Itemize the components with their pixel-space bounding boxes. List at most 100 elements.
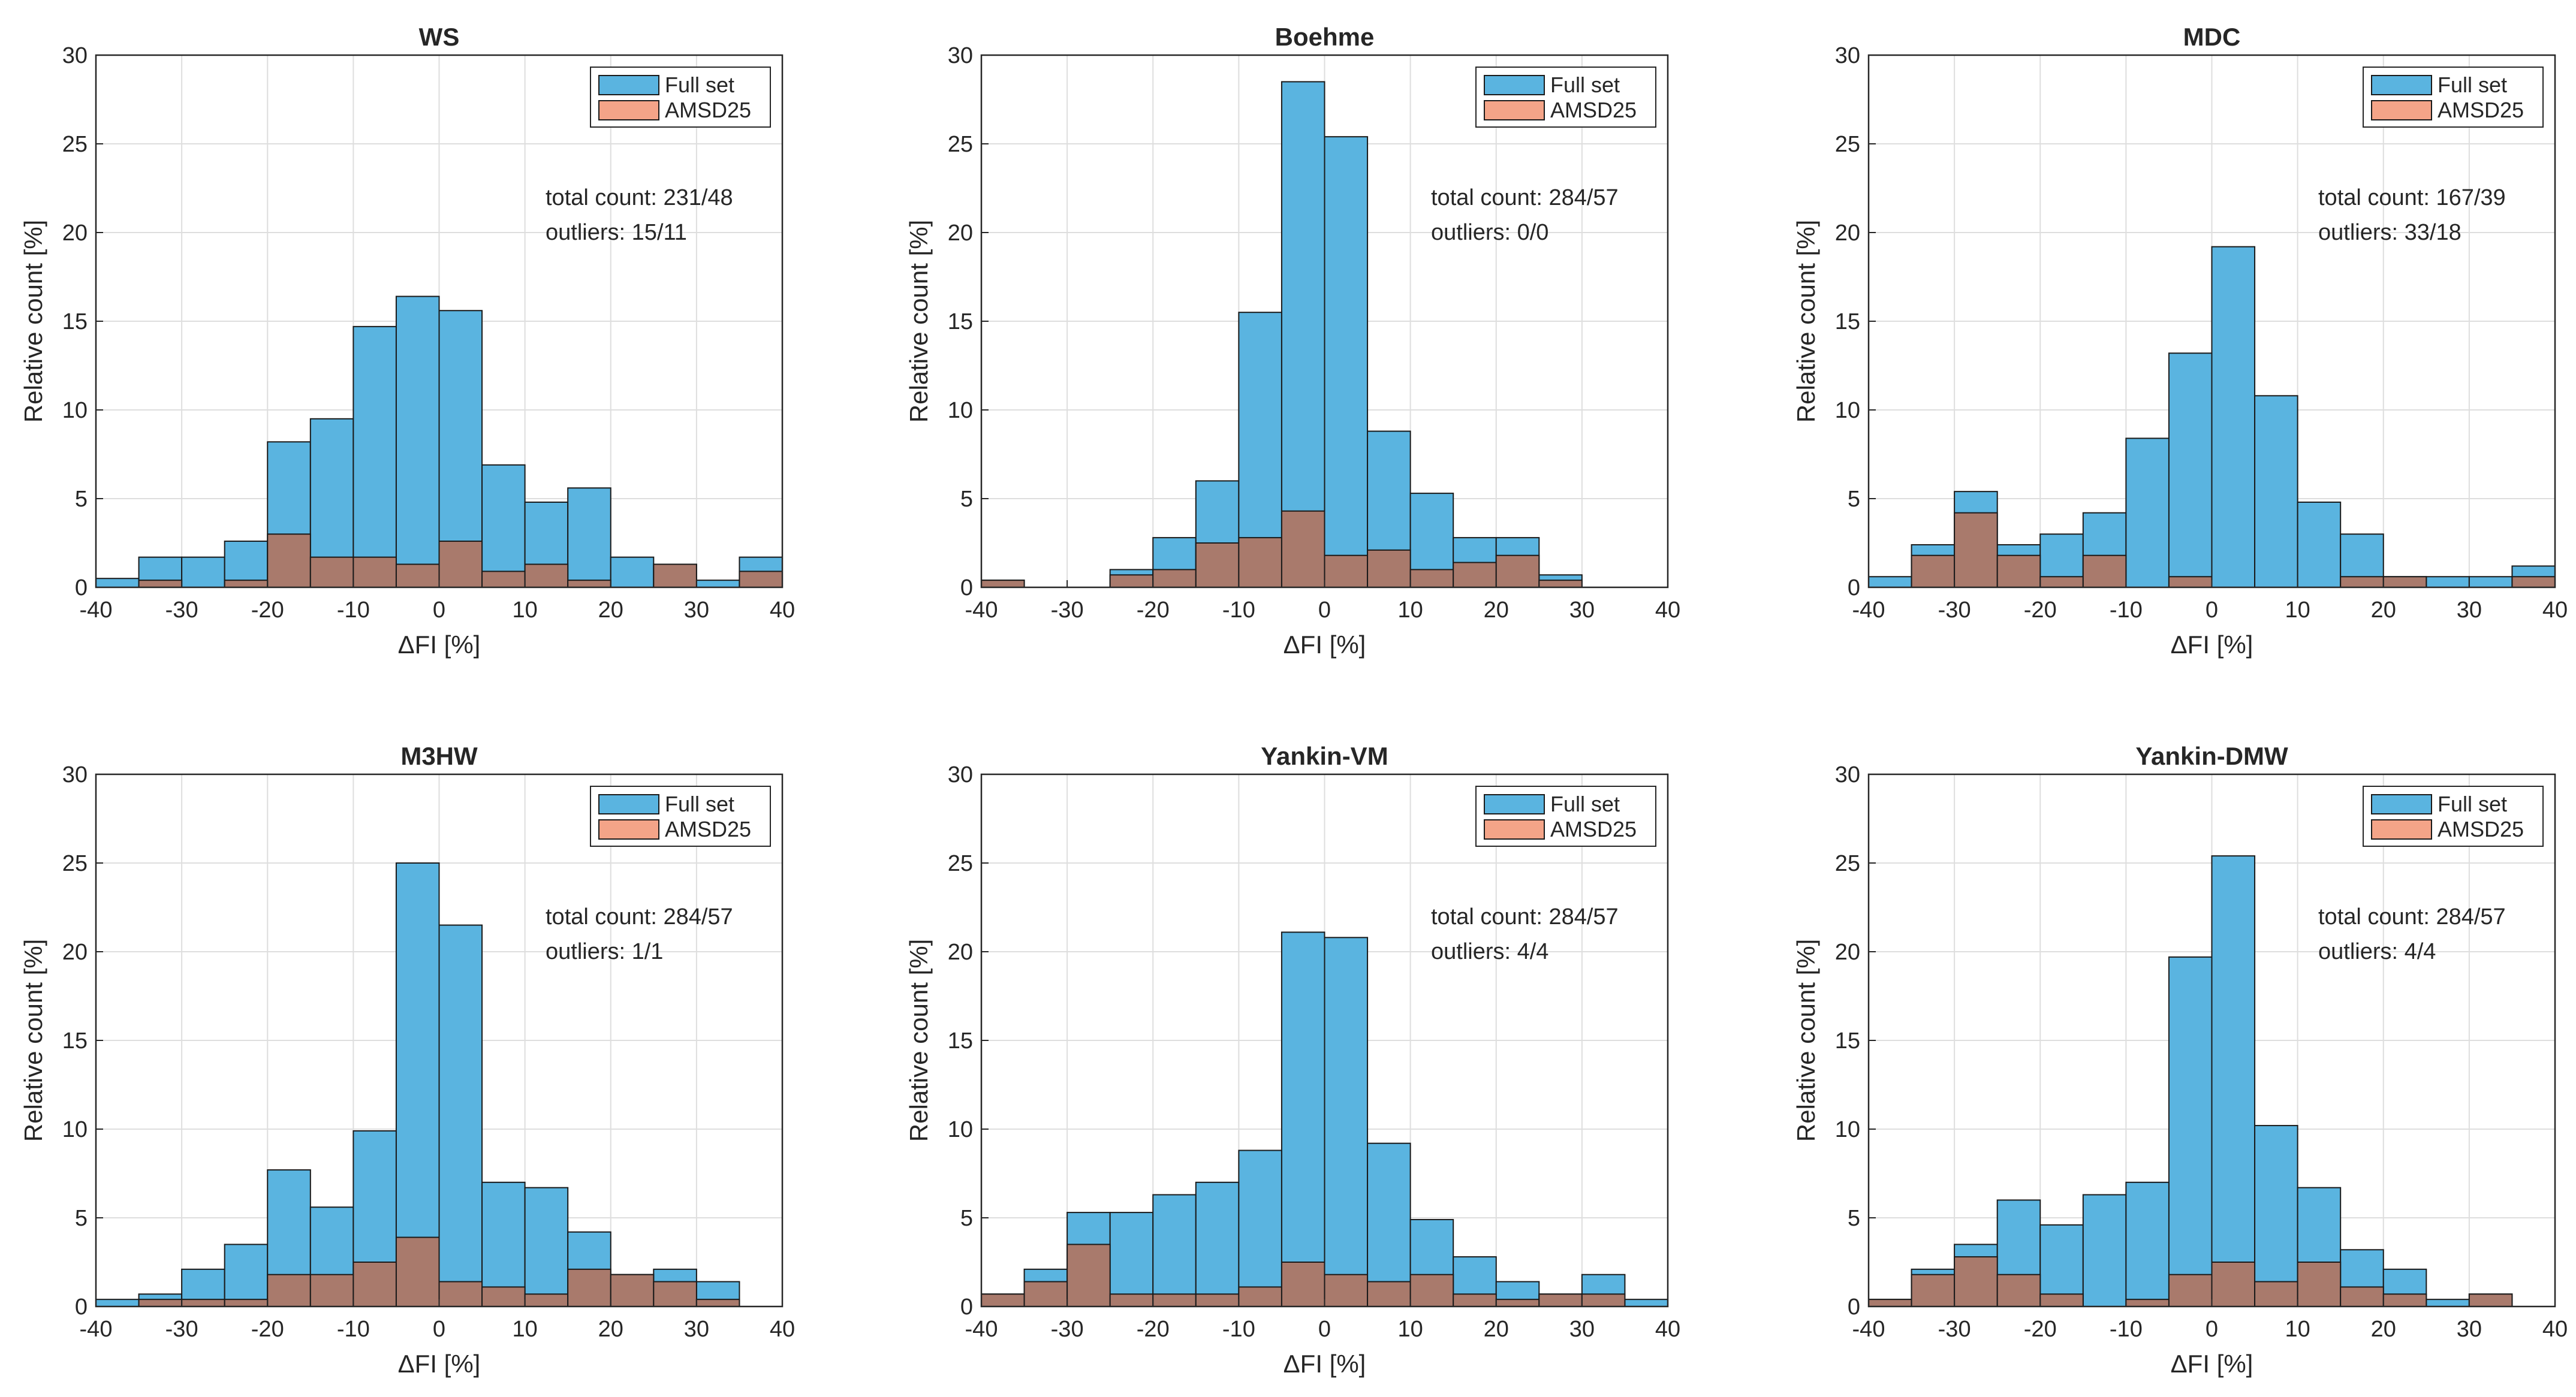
chart-1-xtick-label-3: -10 (1222, 598, 1255, 623)
chart-3-legend-swatch-amsd25 (598, 819, 659, 840)
chart-5-ytick-label-0: 0 (1848, 1295, 1860, 1320)
chart-0-bar-amsd25-13 (653, 563, 697, 589)
chart-3-ytick-label-6: 30 (62, 762, 88, 787)
chart-0-legend-swatch-full (598, 75, 659, 95)
chart-0-bar-amsd25-6 (352, 556, 397, 588)
chart-2-ytick-label-2: 10 (1835, 398, 1860, 423)
chart-5-legend-label-full: Full set (2438, 792, 2507, 816)
chart-2-xtick-label-4: 0 (2206, 598, 2218, 623)
chart-3-bar-amsd25-14 (695, 1299, 740, 1307)
chart-3-ytick-label-4: 20 (62, 940, 88, 965)
chart-5-bar-full-13 (2426, 1299, 2470, 1307)
chart-2-bar-amsd25-4 (2039, 576, 2084, 588)
chart-4-bar-full-7 (1281, 931, 1325, 1307)
chart-4-legend-label-full: Full set (1550, 792, 1620, 816)
chart-4-legend-swatch-amsd25 (1484, 819, 1545, 840)
chart-1-xtick-label-0: -40 (965, 598, 998, 623)
chart-3-xtick-label-1: -30 (165, 1317, 198, 1342)
chart-0-ytick-label-4: 20 (62, 221, 88, 246)
chart-2-bar-amsd25-15 (2511, 576, 2556, 588)
chart-4-bar-amsd25-12 (1495, 1299, 1540, 1307)
chart-4-bar-amsd25-3 (1109, 1293, 1154, 1308)
chart-4-bar-amsd25-7 (1281, 1262, 1325, 1307)
chart-1-legend-label-amsd25: AMSD25 (1550, 98, 1637, 122)
chart-0-bar-amsd25-4 (267, 533, 311, 589)
chart-3-bar-amsd25-8 (438, 1281, 483, 1308)
chart-5-xtick-label-6: 20 (2371, 1317, 2396, 1342)
chart-3-bar-full-8 (438, 924, 483, 1307)
chart-3-annotation-outliers: outliers: 1/1 (546, 939, 663, 964)
chart-3-xtick-label-3: -10 (337, 1317, 370, 1342)
chart-3-bar-full-0 (95, 1299, 140, 1307)
chart-5-ytick-label-4: 20 (1835, 940, 1860, 965)
chart-2-bar-full-8 (2211, 246, 2256, 588)
chart-0-bar-amsd25-11 (567, 580, 611, 588)
chart-1-bar-amsd25-3 (1109, 574, 1154, 589)
chart-3-legend-label-full: Full set (665, 792, 734, 816)
chart-2-bar-amsd25-12 (2382, 576, 2427, 588)
chart-0-bar-full-0 (95, 578, 140, 589)
chart-3-xtick-label-5: 10 (512, 1317, 537, 1342)
chart-5-bar-amsd25-11 (2340, 1286, 2384, 1307)
chart-1-ytick-label-6: 30 (948, 43, 973, 68)
chart-1-bar-amsd25-6 (1238, 537, 1282, 588)
chart-4-ytick-label-6: 30 (948, 762, 973, 787)
chart-0-legend-label-full: Full set (665, 73, 734, 97)
chart-0-bar-amsd25-9 (481, 571, 526, 588)
chart-4-ytick-label-5: 25 (948, 851, 973, 876)
chart-2-title: MDC (2183, 23, 2241, 51)
chart-1-ytick-label-0: 0 (960, 575, 973, 601)
chart-5-bar-amsd25-2 (1954, 1256, 1998, 1308)
chart-3-bar-amsd25-5 (309, 1274, 354, 1307)
chart-3-xtick-label-7: 30 (684, 1317, 709, 1342)
chart-3-ytick-label-0: 0 (75, 1295, 88, 1320)
chart-2-legend-swatch-full (2371, 75, 2432, 95)
chart-4-legend-label-amsd25: AMSD25 (1550, 817, 1637, 841)
chart-3-xtick-label-6: 20 (598, 1317, 623, 1342)
chart-0-bar-amsd25-10 (524, 563, 569, 589)
chart-1-xtick-label-1: -30 (1051, 598, 1084, 623)
chart-5-xtick-label-7: 30 (2457, 1317, 2482, 1342)
chart-5-bar-full-6 (2125, 1181, 2170, 1308)
chart-5-ytick-label-3: 15 (1835, 1028, 1860, 1054)
chart-0-bar-amsd25-3 (224, 580, 269, 588)
chart-5-xtick-label-0: -40 (1852, 1317, 1885, 1342)
chart-5-ytick-label-1: 5 (1848, 1206, 1860, 1231)
chart-5-bar-amsd25-12 (2382, 1293, 2427, 1308)
chart-2-bar-full-14 (2468, 576, 2513, 588)
chart-4-bar-amsd25-8 (1324, 1274, 1369, 1307)
chart-4-ytick-label-0: 0 (960, 1295, 973, 1320)
chart-4-xtick-label-3: -10 (1222, 1317, 1255, 1342)
chart-0-ytick-label-3: 15 (62, 309, 88, 334)
chart-5-bar-amsd25-6 (2125, 1299, 2170, 1307)
chart-5-bar-full-5 (2082, 1194, 2127, 1308)
chart-3-bar-amsd25-6 (352, 1262, 397, 1307)
chart-3-ytick-label-5: 25 (62, 851, 88, 876)
chart-2-xlabel: ΔFI [%] (2171, 630, 2253, 659)
chart-4-xtick-label-2: -20 (1137, 1317, 1170, 1342)
chart-1-ylabel: Relative count [%] (905, 220, 933, 423)
chart-4-bar-full-3 (1109, 1212, 1154, 1307)
chart-4-xtick-label-7: 30 (1569, 1317, 1595, 1342)
chart-0-ytick-label-0: 0 (75, 575, 88, 601)
chart-2-bar-amsd25-5 (2082, 554, 2127, 588)
chart-5-ylabel: Relative count [%] (1792, 939, 1820, 1142)
chart-1-bar-amsd25-7 (1281, 510, 1325, 588)
chart-5-xtick-label-1: -30 (1938, 1317, 1971, 1342)
chart-1-xtick-label-7: 30 (1569, 598, 1595, 623)
chart-1-bar-amsd25-4 (1152, 569, 1197, 589)
chart-1-bar-amsd25-9 (1367, 549, 1411, 589)
chart-0-ytick-label-5: 25 (62, 132, 88, 157)
chart-3-ytick-label-2: 10 (62, 1117, 88, 1142)
chart-2-xtick-label-3: -10 (2110, 598, 2143, 623)
chart-1-bar-amsd25-0 (981, 580, 1025, 588)
chart-2-xtick-label-0: -40 (1852, 598, 1885, 623)
chart-1-bar-amsd25-12 (1495, 554, 1540, 588)
chart-0-annotation-outliers: outliers: 15/11 (546, 220, 687, 245)
chart-3-bar-full-10 (524, 1187, 569, 1308)
chart-0-annotation-count: total count: 231/48 (546, 185, 733, 210)
chart-2-bar-amsd25-1 (1911, 554, 1956, 588)
